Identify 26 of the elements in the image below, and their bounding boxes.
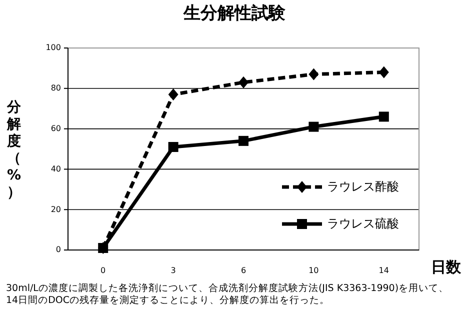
point [378, 66, 389, 78]
x-tick-label: 10 [308, 266, 319, 276]
point [308, 68, 319, 80]
y-tick-label: 100 [46, 43, 61, 52]
text: 30ml/Lの濃度に調製した各洗浄剤について、合成洗剤分解度試験方法(JIS K3363-1990)を用いて、14日間のDOCの残存量を測定することにより、分解度の算出を行った。 [6, 282, 449, 306]
point [378, 112, 389, 122]
x-axis-title: 日数 [431, 258, 462, 276]
point [238, 76, 248, 88]
point [168, 88, 178, 100]
point [98, 242, 108, 253]
x-tick-label: 0 [100, 266, 106, 276]
point [238, 136, 248, 146]
x-tick-label: 6 [240, 266, 246, 276]
y-tick-label: 20 [50, 204, 61, 214]
chart-title: 生分解性試験 [182, 4, 286, 24]
legend-label: ラウレス酢酸 [327, 179, 399, 194]
x-tick-label: 3 [170, 266, 176, 276]
y-tick-label: 60 [50, 124, 61, 133]
legend-label: ラウレス硫酸 [327, 216, 399, 230]
y-tick-label: 0 [56, 245, 61, 254]
point [168, 142, 178, 152]
point [308, 122, 319, 132]
x-tick-label: 14 [378, 266, 389, 276]
y-tick-label: 80 [50, 84, 61, 93]
y-tick-label: 40 [50, 164, 61, 174]
y-axis-title: 分解度（%） [6, 100, 22, 200]
